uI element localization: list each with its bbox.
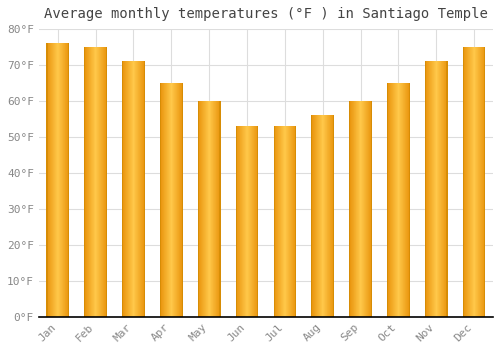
Bar [198,101,199,317]
Bar [484,47,486,317]
Bar [236,126,237,317]
Bar [68,43,69,317]
Bar [349,101,350,317]
Bar [295,126,296,317]
Bar [160,83,161,317]
Bar [144,62,145,317]
Bar [333,116,334,317]
Bar [463,47,464,317]
Bar [408,83,410,317]
Bar [371,101,372,317]
Bar [46,43,48,317]
Bar [122,62,123,317]
Bar [425,62,426,317]
Bar [257,126,258,317]
Bar [446,62,448,317]
Bar [84,47,86,317]
Bar [106,47,107,317]
Bar [387,83,388,317]
Title: Average monthly temperatures (°F ) in Santiago Temple: Average monthly temperatures (°F ) in Sa… [44,7,488,21]
